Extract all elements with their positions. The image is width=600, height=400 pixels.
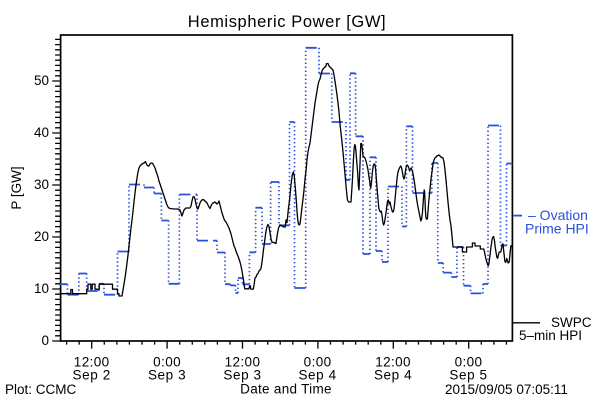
svg-text:Sep 4: Sep 4 [374, 368, 412, 383]
svg-text:12:00: 12:00 [74, 355, 110, 370]
svg-text:5–min HPI: 5–min HPI [519, 328, 582, 343]
svg-text:12:00: 12:00 [375, 355, 411, 370]
svg-text:Date and Time: Date and Time [240, 382, 332, 397]
svg-text:Plot: CCMC: Plot: CCMC [5, 382, 77, 397]
svg-text:50: 50 [34, 73, 49, 88]
svg-text:0: 0 [41, 333, 49, 348]
svg-text:Sep 2: Sep 2 [73, 368, 111, 383]
svg-text:0:00: 0:00 [304, 355, 332, 370]
svg-text:P [GW]: P [GW] [9, 166, 24, 209]
svg-text:Sep 5: Sep 5 [449, 368, 487, 383]
svg-text:Sep 4: Sep 4 [298, 368, 336, 383]
svg-text:SWPC: SWPC [551, 315, 592, 330]
svg-text:12:00: 12:00 [225, 355, 261, 370]
svg-text:0:00: 0:00 [455, 355, 483, 370]
svg-text:0:00: 0:00 [153, 355, 181, 370]
svg-text:Prime HPI: Prime HPI [525, 221, 589, 237]
svg-text:Hemispheric Power [GW]: Hemispheric Power [GW] [188, 13, 386, 31]
svg-text:Sep 3: Sep 3 [223, 368, 261, 383]
svg-text:40: 40 [34, 125, 49, 140]
svg-text:Sep 3: Sep 3 [148, 368, 186, 383]
svg-text:2015/09/05 07:05:11: 2015/09/05 07:05:11 [445, 382, 568, 397]
svg-text:30: 30 [34, 177, 49, 192]
svg-text:10: 10 [34, 281, 49, 296]
svg-text:20: 20 [34, 229, 49, 244]
svg-text:– Ovation: – Ovation [528, 207, 588, 223]
